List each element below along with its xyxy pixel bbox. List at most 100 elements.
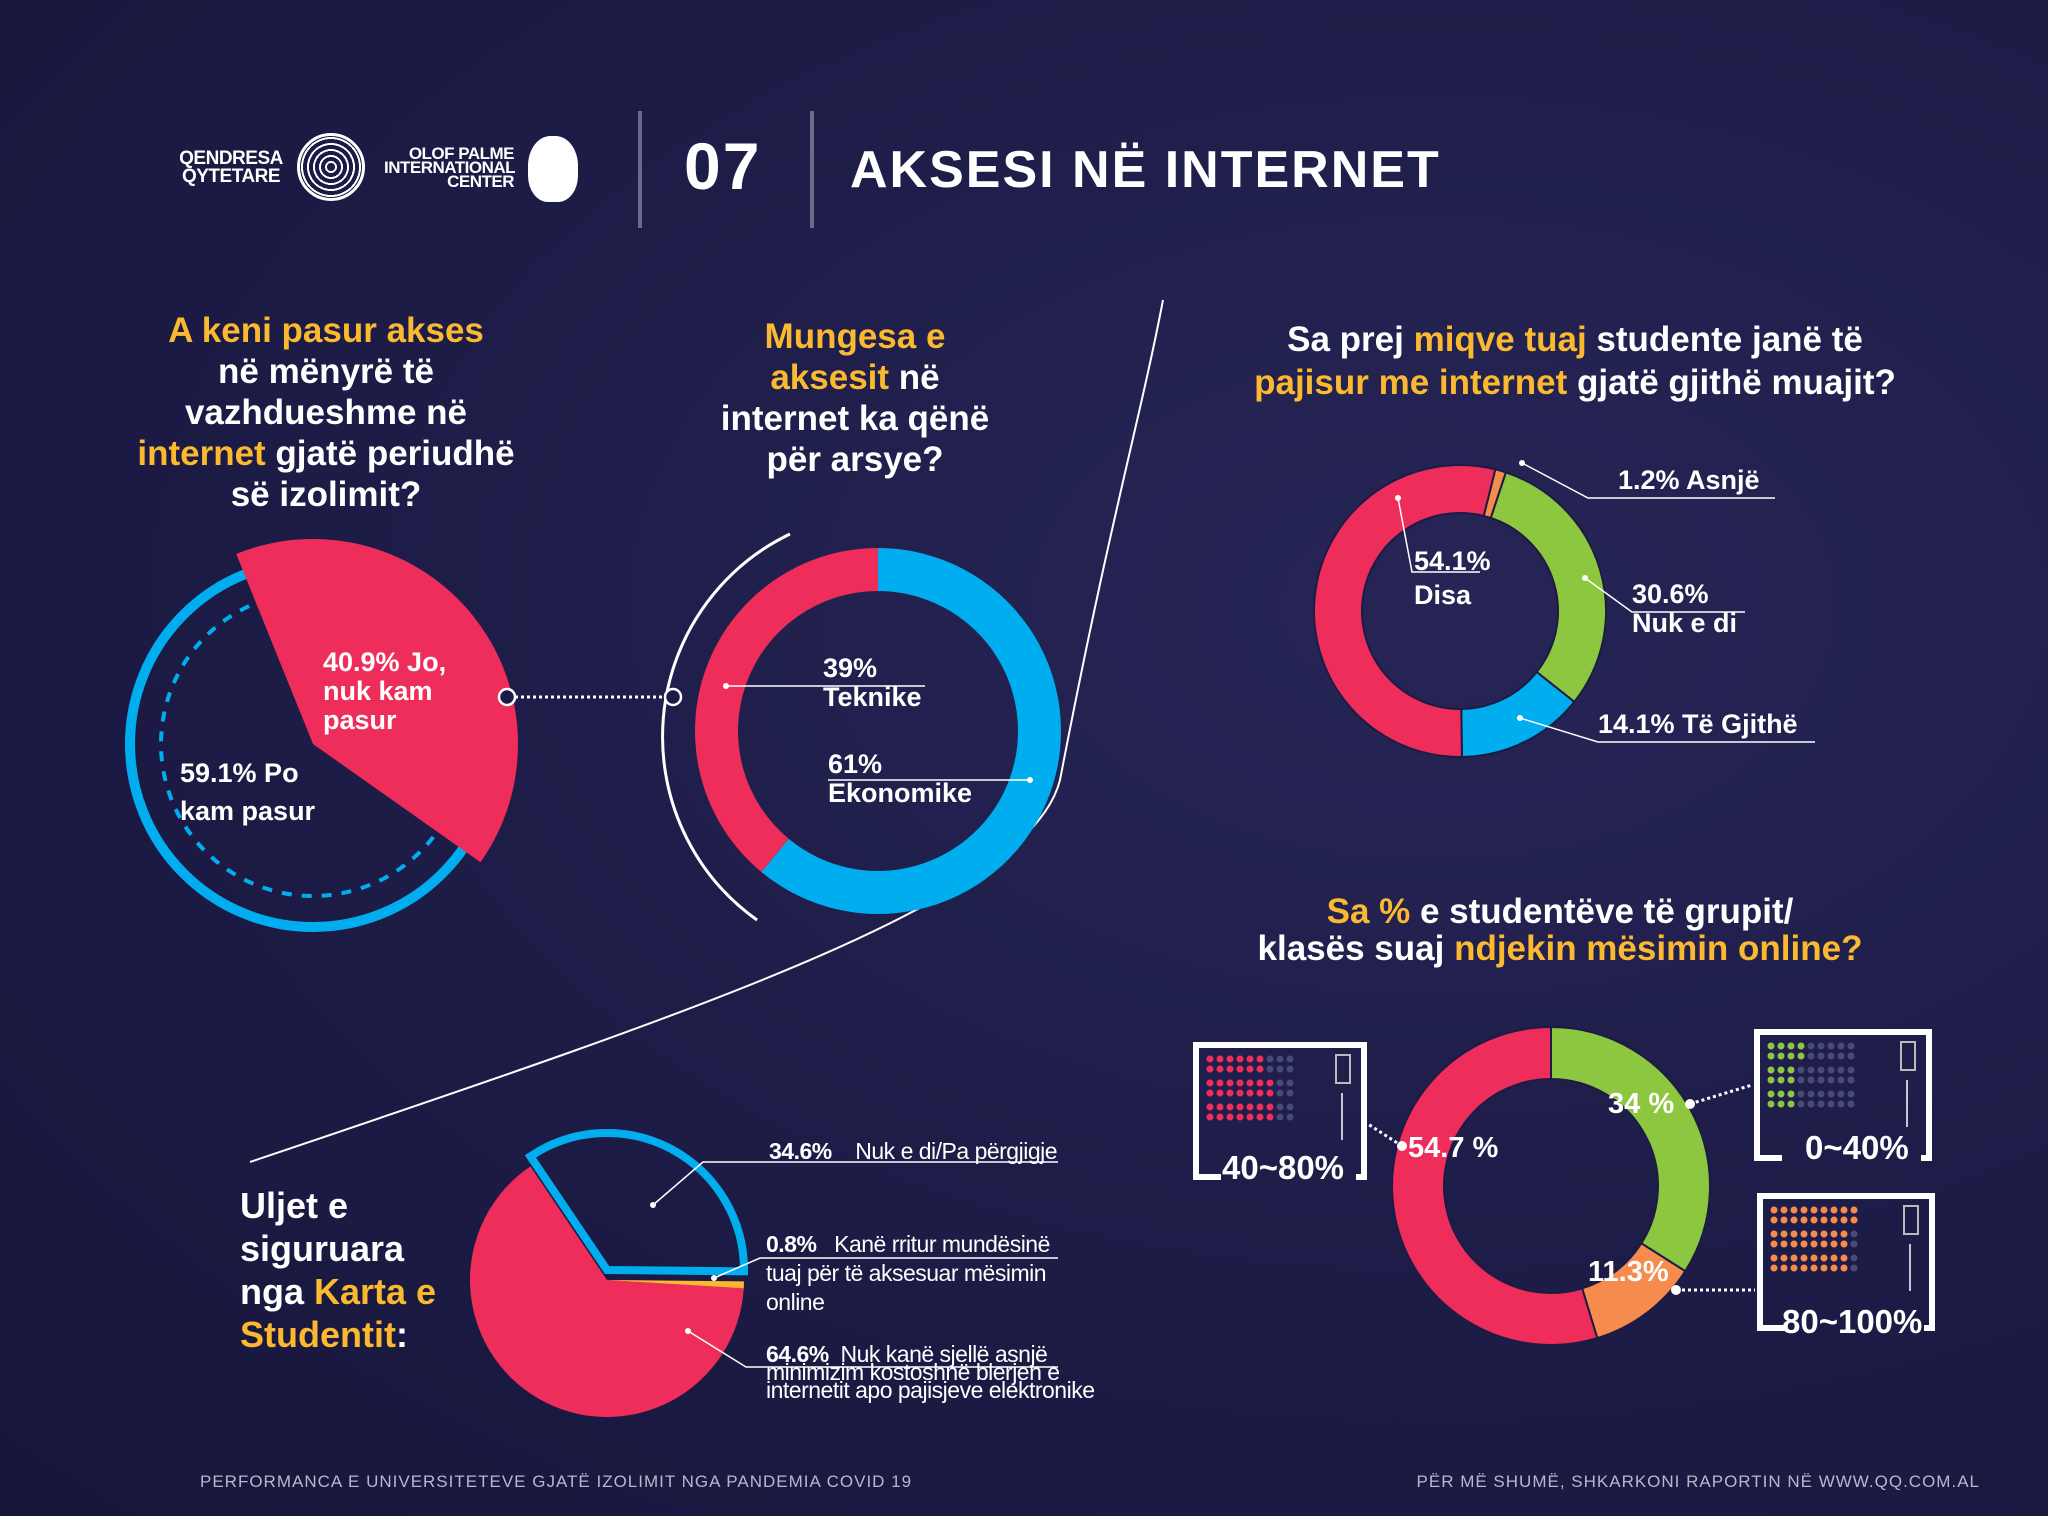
legend-dot [1820,1240,1828,1248]
legend-dot [1810,1206,1818,1214]
legend-dot [1266,1103,1274,1111]
legend-dot [1780,1264,1788,1272]
question-part: internet [137,434,266,473]
legend-dot [1216,1055,1224,1063]
logo-olof-palme: OLOF PALME INTERNATIONAL CENTER [384,144,516,191]
chart3-question: Sa prej miqve tuaj studente janë të pajis… [1200,318,1950,404]
legend-dot [1236,1055,1244,1063]
legend-dot [1246,1065,1254,1073]
legend-dot [1827,1100,1835,1108]
question-part: Karta e [314,1271,437,1312]
chart3-label-nuk-e-di: 30.6% Nuk e di [1632,580,1737,638]
question-part: pajisur me internet [1254,363,1568,402]
question-part: ndjekin mësimin online? [1454,929,1863,968]
chart2-slice-ekonomike [761,548,1061,914]
legend-dot [1810,1216,1818,1224]
legend-dot [1847,1076,1855,1084]
legend-0-40: 0~40% [1805,1129,1909,1166]
chart4-slice-0 [1550,1025,1711,1273]
legend-dot [1226,1055,1234,1063]
legend-dot [1236,1103,1244,1111]
legend-dot [1770,1206,1778,1214]
legend-dot [1827,1066,1835,1074]
question-part: miqve tuaj [1413,320,1587,359]
chart4-label-green: 34 % [1608,1088,1675,1120]
chart3-label-asnje: 1.2% Asnjë [1618,465,1760,495]
chart4-pointer-line [1367,1122,1403,1148]
legend-dot [1820,1254,1828,1262]
legend-dot [1246,1055,1254,1063]
section-number: 07 [684,129,762,203]
legend-dot [1807,1066,1815,1074]
legend-dot [1276,1113,1284,1121]
legend-dot [1266,1089,1274,1097]
question-part: internet ka qënë [720,399,990,438]
legend-dot [1827,1042,1835,1050]
legend-box-frame [1757,1193,1935,1331]
legend-dot [1840,1254,1848,1262]
legend-dot [1236,1079,1244,1087]
chart5-pointer-line [687,1330,1058,1368]
chart5-yellow-pct: 0.8% [766,1231,817,1257]
question-part: Mungesa e [764,317,946,356]
legend-box-icon [1900,1041,1916,1071]
legend-dot [1770,1264,1778,1272]
legend-dot [1206,1113,1214,1121]
legend-dot [1770,1216,1778,1224]
legend-dot [1830,1216,1838,1224]
legend-dot [1787,1066,1795,1074]
legend-dot [1840,1240,1848,1248]
legend-dot [1246,1113,1254,1121]
legend-dot [1790,1216,1798,1224]
legend-dot [1767,1090,1775,1098]
chart1-connector-dot [497,687,517,707]
chart3-disa-name: Disa [1414,580,1472,610]
legend-dot [1830,1240,1838,1248]
legend-dot [1790,1240,1798,1248]
legend-dot [1286,1103,1294,1111]
legend-dot [1780,1230,1788,1238]
chart2-teknike-name: Teknike [823,682,922,712]
legend-dot [1787,1100,1795,1108]
logo-qendresa-qytetare: QENDRESA QYTETARE [179,148,283,187]
chart3-slice-3 [1313,464,1497,758]
legend-dot [1770,1254,1778,1262]
question-part: Sa % [1326,892,1411,931]
legend-dot [1840,1230,1848,1238]
chart2-label-teknike: 39% Teknike [823,654,922,712]
legend-dot [1807,1052,1815,1060]
footer-left: PERFORMANCA E UNIVERSITETEVE GJATË IZOLI… [200,1472,913,1491]
question-part: gjatë gjithë muajit? [1567,363,1896,402]
legend-dot [1817,1042,1825,1050]
chart2-label-ekonomike: 61% Ekonomike [828,750,972,808]
chart5-pointer-line [713,1257,1058,1279]
legend-dot [1840,1264,1848,1272]
legend-dot [1216,1103,1224,1111]
legend-dot [1820,1264,1828,1272]
legend-dot [1767,1066,1775,1074]
chart4-slice-2 [1391,1025,1599,1346]
legend-dot [1767,1100,1775,1108]
chart2-connector-dot [663,687,683,707]
chart5-red-text: Nuk kanë sjellë asnjë [840,1341,1048,1367]
chart5-blue-name: Nuk e di/Pa përgjigje [855,1138,1058,1164]
legend-dot [1206,1065,1214,1073]
legend-dot [1827,1090,1835,1098]
legend-dot [1276,1055,1284,1063]
legend-dot [1216,1079,1224,1087]
legend-dot [1827,1052,1835,1060]
chart3-nuk-e-di-pct: 30.6% [1632,579,1709,609]
chart3-nuk-e-di-name: Nuk e di [1632,608,1738,638]
legend-dot [1807,1100,1815,1108]
legend-dot [1797,1090,1805,1098]
legend-dot [1226,1113,1234,1121]
legend-dot [1807,1090,1815,1098]
question-part: : [395,1314,408,1355]
legend-dot [1820,1206,1828,1214]
legend-dot [1226,1079,1234,1087]
legend-dot [1787,1076,1795,1084]
legend-dot [1770,1240,1778,1248]
legend-dot [1847,1042,1855,1050]
legend-dot [1817,1052,1825,1060]
